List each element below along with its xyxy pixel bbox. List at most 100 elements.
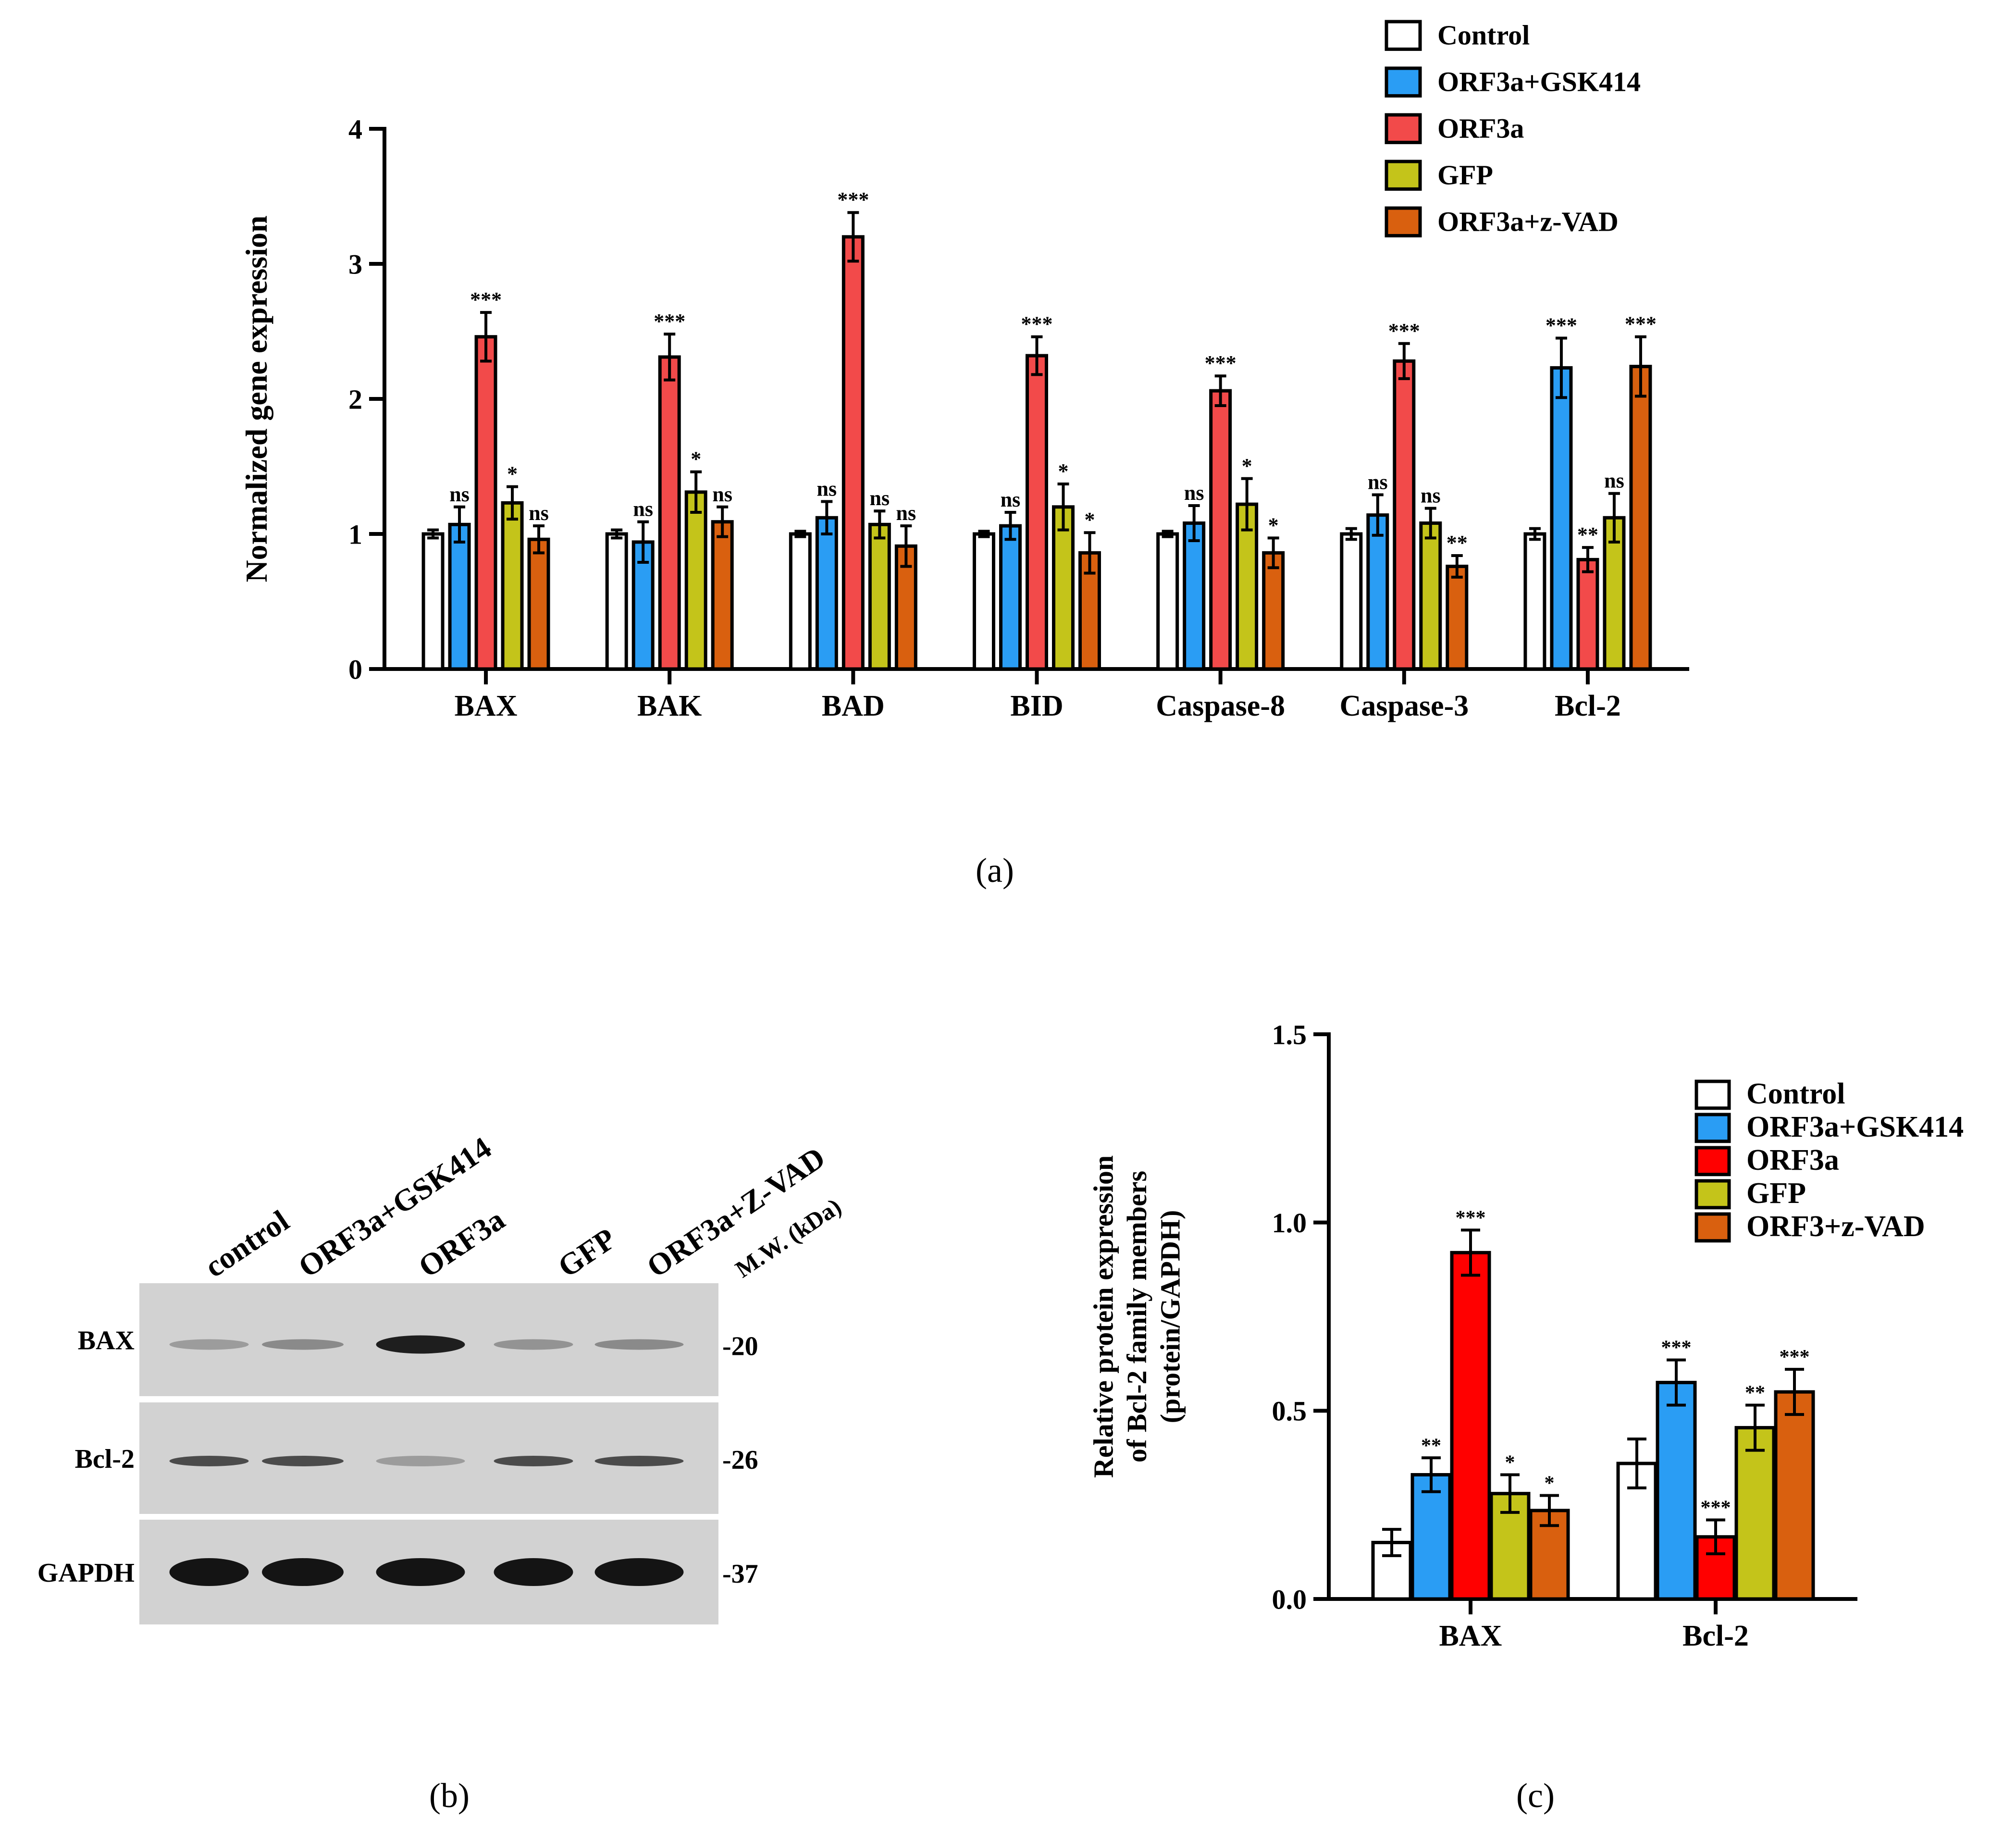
significance-label: ***	[1625, 312, 1657, 336]
legend-label: Control	[1746, 1078, 1845, 1110]
legend-swatch	[1385, 113, 1422, 144]
y-tick-label: 3	[348, 248, 362, 280]
blot-band	[494, 1558, 573, 1586]
bar	[1340, 532, 1363, 671]
significance-label: ***	[1205, 351, 1237, 375]
blot-band	[376, 1456, 465, 1466]
y-tick-label: 0.0	[1272, 1584, 1307, 1615]
significance-label: ***	[1661, 1337, 1692, 1359]
legend-swatch	[1385, 160, 1422, 191]
x-tick-label: Bcl-2	[1682, 1620, 1749, 1652]
bar	[527, 537, 550, 671]
x-tick-label: BAK	[637, 690, 702, 722]
bar	[1026, 354, 1048, 671]
panel-label-b: (b)	[429, 1776, 470, 1815]
bar	[1576, 558, 1599, 671]
bar	[815, 516, 838, 671]
significance-label: ***	[470, 288, 502, 311]
significance-label: ns	[1001, 488, 1021, 511]
significance-label: *	[1505, 1452, 1515, 1474]
x-tick-label: BAX	[1439, 1620, 1502, 1652]
lane-label: GFP	[552, 1221, 622, 1284]
blot-band	[262, 1456, 344, 1466]
legend-swatch	[1385, 66, 1422, 98]
chart-a: Control ORF3a+GSK414 ORF3a GFP ORF3a+z-VAD 0…	[239, 20, 1689, 722]
bar	[1156, 532, 1179, 671]
blot-row-label: GAPDH	[37, 1558, 135, 1588]
blot-band	[594, 1339, 684, 1350]
blot-band	[262, 1339, 344, 1350]
significance-label: ns	[529, 501, 549, 525]
y-tick-label: 4	[348, 113, 362, 145]
significance-label: ns	[449, 483, 470, 506]
significance-label: *	[1545, 1473, 1555, 1495]
significance-label: ***	[1546, 314, 1577, 337]
bar	[1410, 1473, 1452, 1601]
bar	[1393, 359, 1416, 671]
bar	[501, 501, 524, 671]
bar	[1734, 1426, 1776, 1601]
blot-band	[169, 1339, 249, 1350]
significance-label: ns	[712, 483, 732, 506]
significance-label: *	[1268, 513, 1279, 537]
legend-label: ORF3a+GSK414	[1437, 66, 1641, 98]
legend-label: Control	[1437, 20, 1530, 51]
legend-swatch	[1385, 206, 1422, 237]
significance-label: ns	[817, 477, 837, 501]
bar	[684, 490, 707, 671]
significance-label: ***	[1388, 319, 1420, 343]
legend-label: ORF3a+GSK414	[1746, 1111, 1964, 1143]
bar	[1183, 521, 1206, 671]
bar	[1450, 1251, 1491, 1601]
significance-label: ns	[1368, 471, 1388, 494]
significance-label: *	[1242, 454, 1252, 478]
significance-label: ***	[837, 188, 869, 211]
legend-swatch	[1694, 1146, 1731, 1177]
significance-label: ***	[1021, 312, 1053, 336]
significance-label: ns	[870, 486, 890, 510]
y-tick-label: 1	[348, 519, 362, 550]
significance-label: **	[1447, 531, 1468, 555]
legend-swatch	[1385, 20, 1422, 51]
bar	[711, 520, 734, 671]
y-tick-label: 1.0	[1272, 1207, 1307, 1239]
legend-swatch	[1694, 1079, 1731, 1110]
bar	[474, 335, 497, 671]
significance-label: ***	[654, 310, 685, 333]
bar	[658, 355, 681, 671]
blot-band	[376, 1335, 465, 1354]
significance-label: *	[507, 462, 518, 486]
significance-label: **	[1577, 523, 1598, 546]
legend-label: ORF3a+z-VAD	[1437, 206, 1619, 237]
blot-band	[494, 1339, 573, 1350]
y-tick-label: 0	[348, 654, 362, 685]
x-tick-label: BAD	[822, 690, 885, 722]
blot-band	[494, 1456, 573, 1466]
y-axis-label: of Bcl-2 family members	[1121, 1171, 1152, 1462]
x-tick-label: BID	[1010, 690, 1063, 722]
blot-row-label: Bcl-2	[75, 1444, 135, 1474]
significance-label: *	[1085, 508, 1095, 532]
significance-label: ns	[1184, 481, 1204, 505]
bar	[1656, 1381, 1697, 1601]
bar	[1052, 505, 1075, 671]
bar	[999, 524, 1022, 671]
lane-label: control	[198, 1203, 295, 1284]
significance-label: ns	[633, 497, 653, 521]
x-tick-label: Caspase-3	[1339, 690, 1469, 722]
significance-label: *	[691, 447, 701, 471]
x-tick-label: Caspase-8	[1156, 690, 1285, 722]
bar	[1629, 365, 1652, 671]
bar	[1550, 366, 1573, 671]
legend-label: ORF3a	[1746, 1144, 1839, 1177]
legend-swatch	[1694, 1212, 1731, 1243]
legend-label: GFP	[1437, 160, 1493, 191]
significance-label: ns	[896, 501, 916, 525]
y-tick-label: 2	[348, 384, 362, 415]
legend-a: Control ORF3a+GSK414 ORF3a GFP ORF3a+z-VAD	[1385, 20, 1641, 237]
blot-band	[376, 1558, 465, 1586]
blot-row-label: BAX	[78, 1326, 135, 1356]
bar	[1695, 1535, 1736, 1601]
